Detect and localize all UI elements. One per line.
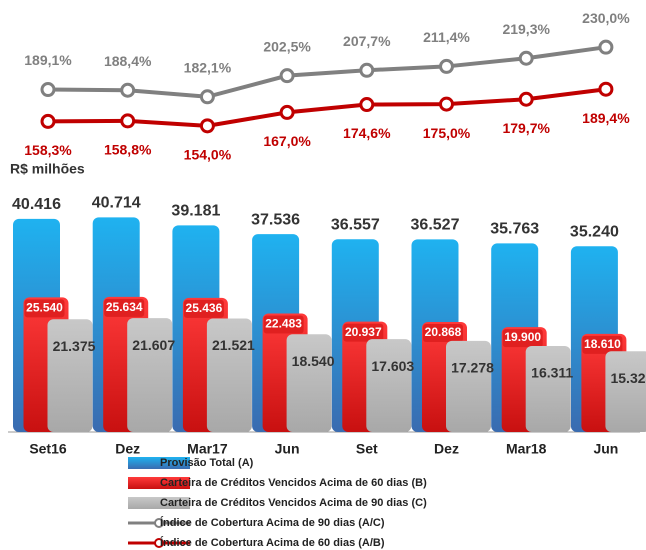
x-tick-label: Mar18 — [506, 441, 547, 457]
x-tick-label: Jun — [275, 441, 300, 457]
bar-value-label: 35.240 — [570, 223, 619, 240]
bar-value-label: 21.375 — [53, 338, 96, 354]
bar-value-label: 21.607 — [132, 337, 175, 353]
line-marker — [40, 113, 56, 129]
x-tick-label: Mar17 — [187, 441, 228, 457]
line-marker — [199, 89, 215, 105]
bar-value-label: 39.181 — [171, 203, 220, 220]
line-marker — [120, 113, 136, 129]
bar-label-box — [24, 299, 65, 318]
bar-value-label: 25.436 — [186, 301, 223, 315]
line-marker — [40, 82, 56, 98]
line-marker — [518, 50, 534, 66]
line-marker — [279, 68, 295, 84]
bar-value-label: 20.937 — [345, 325, 382, 339]
bar-value-label: 17.603 — [371, 358, 414, 374]
line-value-label: 189,1% — [24, 52, 72, 68]
bar-value-label: 25.540 — [26, 301, 63, 315]
legend-label: Carteira de Créditos Vencidos Acima de 9… — [160, 497, 427, 509]
bar-value-label: 37.536 — [251, 211, 300, 228]
line-marker — [359, 62, 375, 78]
line-value-label: 158,3% — [24, 142, 72, 158]
line-value-label: 219,3% — [502, 21, 550, 37]
line-marker — [518, 91, 534, 107]
bar — [525, 345, 571, 432]
x-tick-label: Jun — [593, 441, 618, 457]
line-marker — [279, 104, 295, 120]
bar — [286, 334, 332, 432]
bar-value-label: 36.557 — [331, 216, 380, 233]
bar-value-label: 18.540 — [292, 353, 335, 369]
legend-swatch — [128, 497, 190, 509]
x-tick-label: Set16 — [29, 441, 67, 457]
line-value-label: 158,8% — [104, 142, 152, 158]
line-value-label: 207,7% — [343, 33, 391, 49]
line-value-label: 182,1% — [184, 59, 232, 75]
bar-label-box — [502, 329, 543, 348]
line — [47, 45, 607, 99]
bar — [605, 351, 646, 432]
bar — [366, 339, 412, 432]
bar-label-box — [183, 299, 224, 318]
bar-value-label: 40.714 — [92, 195, 141, 212]
line-value-label: 230,0% — [582, 10, 630, 26]
bar-value-label: 21.521 — [212, 337, 255, 353]
legend-label: Índice de Cobertura Acima de 60 dias (A/… — [160, 536, 385, 549]
bar-label-box — [582, 335, 623, 354]
line-marker — [359, 97, 375, 113]
bar-value-label: 20.868 — [425, 325, 462, 339]
line-marker — [439, 96, 454, 112]
x-tick-label: Set — [356, 441, 378, 457]
line-value-label: 189,4% — [582, 110, 630, 126]
line-value-label: 188,4% — [104, 53, 152, 69]
line-value-label: 211,4% — [423, 29, 470, 45]
line-marker — [120, 82, 136, 98]
bar — [127, 318, 173, 432]
line-value-label: 202,5% — [263, 38, 311, 54]
legend-label: Carteira de Créditos Vencidos Acima de 6… — [160, 477, 427, 489]
line — [47, 87, 607, 128]
bar-value-label: 16.311 — [531, 365, 573, 381]
line-value-label: 175,0% — [423, 125, 471, 141]
legend-marker — [154, 518, 164, 528]
bar-value-label: 18.610 — [584, 337, 621, 351]
bar-value-label: 22.483 — [265, 317, 302, 331]
bar-value-label: 40.416 — [12, 196, 61, 213]
bar-value-label: 36.527 — [411, 217, 460, 234]
legend-swatch — [128, 457, 190, 469]
line-marker — [199, 118, 215, 134]
bar-value-label: 35.763 — [490, 221, 539, 238]
bar — [206, 318, 252, 432]
legend-label: Índice de Cobertura Acima de 90 dias (A/… — [160, 516, 385, 529]
line-value-label: 179,7% — [502, 120, 550, 136]
bar-value-label: 15.323 — [610, 370, 646, 386]
bar-value-label: 19.900 — [504, 330, 541, 344]
legend-swatch — [128, 477, 190, 489]
bar — [47, 319, 93, 432]
legend-marker — [154, 538, 164, 548]
bar-label-box — [343, 323, 384, 342]
bar-label-box — [104, 298, 145, 317]
line-value-label: 174,6% — [343, 125, 391, 141]
line-marker — [598, 39, 614, 55]
line-marker — [598, 81, 614, 97]
x-tick-label: Dez — [434, 441, 459, 457]
line-marker — [439, 58, 454, 74]
bar-value-label: 17.278 — [451, 360, 494, 376]
x-tick-label: Dez — [115, 441, 140, 457]
bar-label-box — [263, 315, 304, 334]
unit-label: R$ milhões — [10, 161, 85, 177]
line-value-label: 154,0% — [184, 147, 232, 163]
legend-label: Provisão Total (A) — [160, 457, 254, 469]
bar-value-label: 25.634 — [106, 300, 143, 314]
bar — [446, 340, 491, 432]
line-value-label: 167,0% — [263, 133, 311, 149]
bar-label-box — [423, 323, 463, 342]
